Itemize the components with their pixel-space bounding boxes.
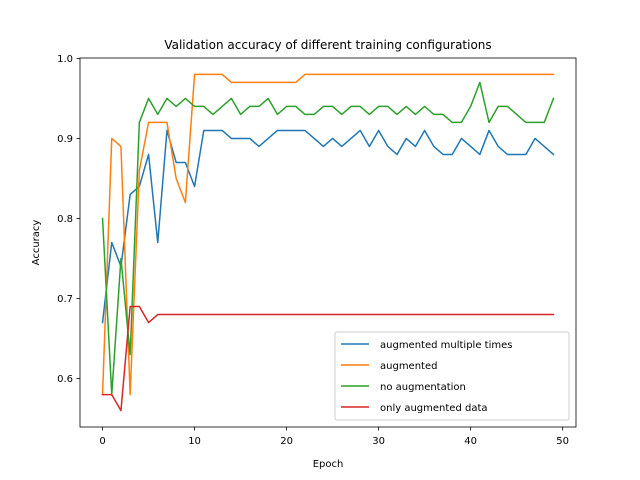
x-tick-label-0: 0 xyxy=(99,436,105,447)
series-line-1 xyxy=(101,73,555,396)
x-tick-label-1: 10 xyxy=(188,436,201,447)
x-tick-label-5: 50 xyxy=(556,436,569,447)
chart-title: Validation accuracy of different trainin… xyxy=(164,38,491,52)
legend-label-1: augmented xyxy=(380,361,437,372)
plot-frame xyxy=(79,57,577,428)
legend-frame xyxy=(334,331,570,421)
x-axis-ticks: 0 10 20 30 40 50 xyxy=(99,427,569,447)
x-tick-label-3: 30 xyxy=(372,436,385,447)
x-tick-label-4: 40 xyxy=(464,436,477,447)
x-tick-label-2: 20 xyxy=(280,436,293,447)
series-line-0 xyxy=(101,129,555,324)
legend-label-0: augmented multiple times xyxy=(380,340,512,351)
y-tick-label-3: 0.9 xyxy=(57,134,73,145)
series-line-3 xyxy=(101,305,555,412)
series-layer xyxy=(101,73,555,412)
series-line-2 xyxy=(101,81,555,396)
legend-label-2: no augmentation xyxy=(380,382,466,393)
y-axis-label: Accuracy xyxy=(31,220,42,266)
legend-label-3: only augmented data xyxy=(380,403,488,414)
y-tick-label-4: 1.0 xyxy=(57,54,73,65)
y-tick-label-1: 0.7 xyxy=(57,294,73,305)
y-tick-label-0: 0.6 xyxy=(57,374,73,385)
y-tick-label-2: 0.8 xyxy=(57,214,73,225)
legend: augmented multiple times augmented no augm… xyxy=(334,331,570,421)
x-axis-label: Epoch xyxy=(313,459,344,470)
y-axis-ticks: 0.6 0.7 0.8 0.9 1.0 xyxy=(57,54,80,385)
